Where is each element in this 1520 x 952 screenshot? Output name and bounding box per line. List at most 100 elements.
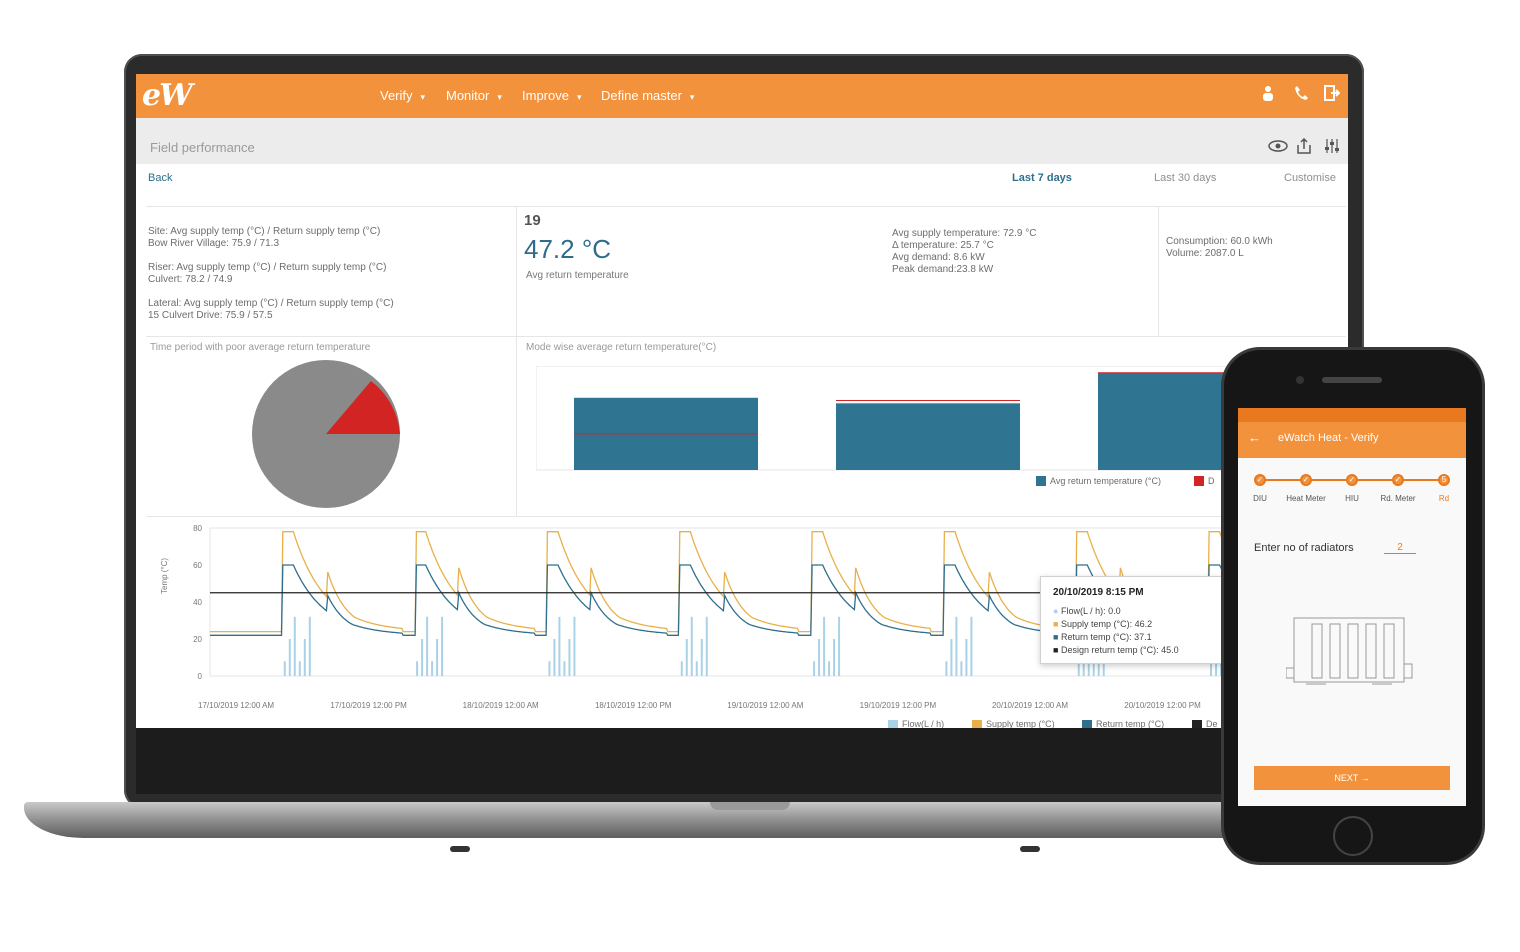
phone-icon[interactable] [1294,85,1308,106]
legend-swatch [1194,476,1204,486]
step-label: Rd [1438,494,1450,503]
divider [146,206,1346,207]
period-last-30-days[interactable]: Last 30 days [1154,172,1217,184]
pie-chart-title: Time period with poor average return tem… [150,342,371,353]
top-nav-bar [136,74,1348,118]
radiator-count-input[interactable]: 2 [1384,542,1416,554]
line-legend-label: Supply temp (°C) [986,719,1055,728]
plot-frame [209,527,1348,677]
settings-sliders-icon[interactable] [1324,138,1340,159]
nav-improve[interactable]: Improve ▾ [522,88,582,103]
pie-chart [252,360,400,508]
site-value: Bow River Village: 75.9 / 71.3 [148,238,280,249]
x-tick-label: 20/10/2019 12:00 AM [992,701,1068,710]
y-tick-label: 40 [193,598,202,607]
step-current-icon[interactable]: 5 [1438,474,1450,486]
avg-return-label: Avg return temperature [526,270,629,281]
laptop-foot [450,846,470,852]
tooltip-row: ■ Return temp (°C): 37.1 [1053,632,1152,642]
y-tick-label: 80 [193,524,202,533]
riser-label: Riser: Avg supply temp (°C) / Return sup… [148,262,387,273]
laptop-notch [710,802,790,810]
legend-swatch [1192,720,1202,728]
tooltip-row: ■ Supply temp (°C): 46.2 [1053,619,1153,629]
pie-slice-poor [326,381,400,434]
bar-legend-label: D [1208,476,1215,486]
legend-swatch [888,720,898,728]
step-done-icon[interactable]: ✓ [1254,474,1266,486]
eye-icon[interactable] [1268,138,1288,159]
x-tick-label: 17/10/2019 12:00 AM [198,701,274,710]
avg-return-value: 47.2 °C [524,234,612,264]
logout-icon[interactable] [1324,85,1341,106]
x-tick-label: 17/10/2019 12:00 PM [330,701,407,710]
x-tick-label: 19/10/2019 12:00 AM [727,701,803,710]
site-label: Site: Avg supply temp (°C) / Return supp… [148,226,381,237]
dot-icon: ● [1053,606,1059,616]
volume-value: Volume: 2087.0 L [1166,248,1244,259]
line-legend-label: Flow(L / h) [902,719,945,728]
riser-summary: Riser: Avg supply temp (°C) / Return sup… [148,262,508,286]
app-logo[interactable]: eW [142,78,193,113]
riser-value: Culvert: 78.2 / 74.9 [148,274,233,285]
tooltip-title: 20/10/2019 8:15 PM [1053,587,1144,598]
phone-header [1238,422,1466,458]
consumption-stats: Consumption: 60.0 kWh Volume: 2087.0 L [1166,236,1346,260]
y-tick-label: 20 [193,635,202,644]
step-label: DIU [1253,494,1267,503]
phone-title: eWatch Heat - Verify [1278,432,1379,444]
chevron-down-icon: ▾ [576,92,582,102]
stat-line: Avg demand: 8.6 kW [892,252,985,263]
x-tick-label: 19/10/2019 12:00 PM [860,701,937,710]
share-icon[interactable] [1296,137,1312,159]
legend-swatch [1082,720,1092,728]
divider [146,516,1346,517]
chart-tooltip: 20/10/2019 8:15 PM ● Flow(L / h): 0.0 ■ … [1040,576,1252,664]
nav-verify[interactable]: Verify ▾ [380,88,426,103]
chevron-down-icon: ▾ [497,92,502,102]
step-label: Rd. Meter [1380,494,1416,503]
phone-status-bar [1238,408,1466,422]
y-tick-label: 0 [198,672,203,681]
period-customise[interactable]: Customise [1284,172,1336,184]
step-done-icon[interactable]: ✓ [1346,474,1358,486]
back-link[interactable]: Back [148,172,173,184]
nav-define-master[interactable]: Define master ▾ [601,88,695,103]
bar-chart-title: Mode wise average return temperature(°C) [526,342,717,353]
stat-line: Δ temperature: 25.7 °C [892,240,994,251]
page-header [136,118,1348,164]
divider [1158,206,1159,336]
laptop-foot [1020,846,1040,852]
square-icon: ■ [1053,619,1059,629]
phone-screen: ← eWatch Heat - Verify ✓ ✓ ✓ ✓ 5 DIU Hea… [1238,408,1466,806]
home-button[interactable] [1333,816,1373,856]
y-tick-label: 60 [193,561,202,570]
count-value: 19 [524,212,541,229]
chevron-down-icon: ▾ [420,92,426,102]
step-done-icon[interactable]: ✓ [1392,474,1404,486]
legend-swatch [1036,476,1046,486]
x-tick-label: 18/10/2019 12:00 PM [595,701,672,710]
lateral-label: Lateral: Avg supply temp (°C) / Return s… [148,298,394,309]
page-title: Field performance [150,140,255,155]
user-icon[interactable] [1262,85,1274,106]
square-icon: ■ [1053,632,1059,642]
square-icon: ■ [1053,645,1059,655]
divider [516,206,517,516]
tooltip-row: ● Flow(L / h): 0.0 [1053,606,1121,616]
next-button[interactable]: NEXT → [1254,766,1450,790]
nav-monitor[interactable]: Monitor ▾ [446,88,502,103]
legend-swatch [972,720,982,728]
period-last-7-days[interactable]: Last 7 days [1012,172,1072,184]
x-tick-label: 18/10/2019 12:00 AM [463,701,539,710]
back-arrow-icon[interactable]: ← [1248,430,1261,445]
radiator-question: Enter no of radiators [1254,542,1354,554]
line-legend-label: De [1206,719,1218,728]
phone-camera [1296,376,1304,384]
stat-line: Peak demand:23.8 kW [892,264,994,275]
supply-stats: Avg supply temperature: 72.9 °C Δ temper… [892,228,1132,276]
bar [836,403,1020,470]
bar-legend-label: Avg return temperature (°C) [1050,476,1161,486]
lateral-value: 15 Culvert Drive: 75.9 / 57.5 [148,310,273,321]
step-done-icon[interactable]: ✓ [1300,474,1312,486]
